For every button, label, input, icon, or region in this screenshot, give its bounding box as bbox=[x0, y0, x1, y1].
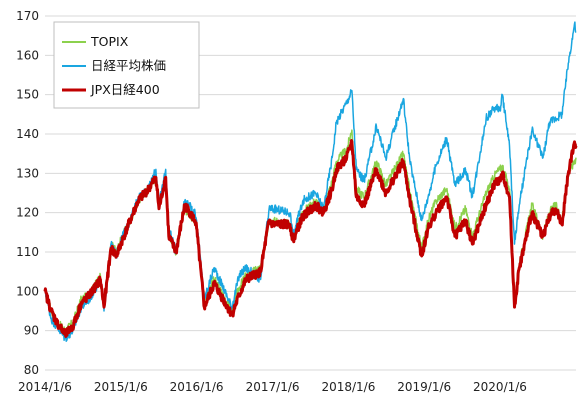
x-tick-label: 2016/1/6 bbox=[170, 380, 224, 394]
x-axis: 2014/1/6 2015/1/6 2016/1/6 2017/1/6 2018/1/6… bbox=[18, 380, 527, 394]
x-tick-label: 2014/1/6 bbox=[18, 380, 72, 394]
y-tick-label: 150 bbox=[16, 88, 39, 102]
y-tick-label: 170 bbox=[16, 9, 39, 23]
x-tick-label: 2015/1/6 bbox=[94, 380, 148, 394]
legend-label-jpx400: JPX日経400 bbox=[90, 82, 160, 97]
y-tick-label: 100 bbox=[16, 284, 39, 298]
y-tick-label: 140 bbox=[16, 127, 39, 141]
x-tick-label: 2018/1/6 bbox=[321, 380, 375, 394]
y-axis: 80 90 100 110 120 130 140 150 160 170 bbox=[16, 9, 39, 377]
y-tick-label: 90 bbox=[24, 324, 39, 338]
x-tick-label: 2019/1/6 bbox=[397, 380, 451, 394]
y-tick-label: 130 bbox=[16, 166, 39, 180]
legend-label-nikkei225: 日経平均株価 bbox=[91, 58, 166, 73]
series-lines bbox=[43, 21, 578, 342]
legend: TOPIX 日経平均株価 JPX日経400 bbox=[53, 21, 200, 109]
x-tick-label: 2020/1/6 bbox=[473, 380, 527, 394]
x-tick-label: 2017/1/6 bbox=[246, 380, 300, 394]
y-tick-label: 160 bbox=[16, 48, 39, 62]
series-line-jpx400 bbox=[43, 139, 578, 338]
legend-label-topix: TOPIX bbox=[90, 34, 129, 49]
y-tick-label: 110 bbox=[16, 245, 39, 259]
y-tick-label: 120 bbox=[16, 206, 39, 220]
y-tick-label: 80 bbox=[24, 363, 39, 377]
